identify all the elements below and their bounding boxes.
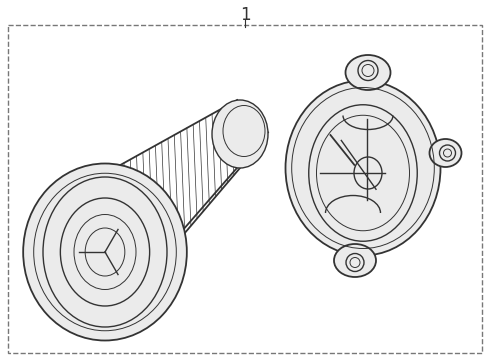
Ellipse shape xyxy=(309,105,417,241)
Ellipse shape xyxy=(334,244,376,277)
Ellipse shape xyxy=(23,163,187,341)
Ellipse shape xyxy=(43,177,167,327)
Ellipse shape xyxy=(212,100,268,168)
Ellipse shape xyxy=(286,81,441,256)
Text: 1: 1 xyxy=(240,6,250,24)
Ellipse shape xyxy=(345,55,391,90)
Ellipse shape xyxy=(430,139,462,167)
